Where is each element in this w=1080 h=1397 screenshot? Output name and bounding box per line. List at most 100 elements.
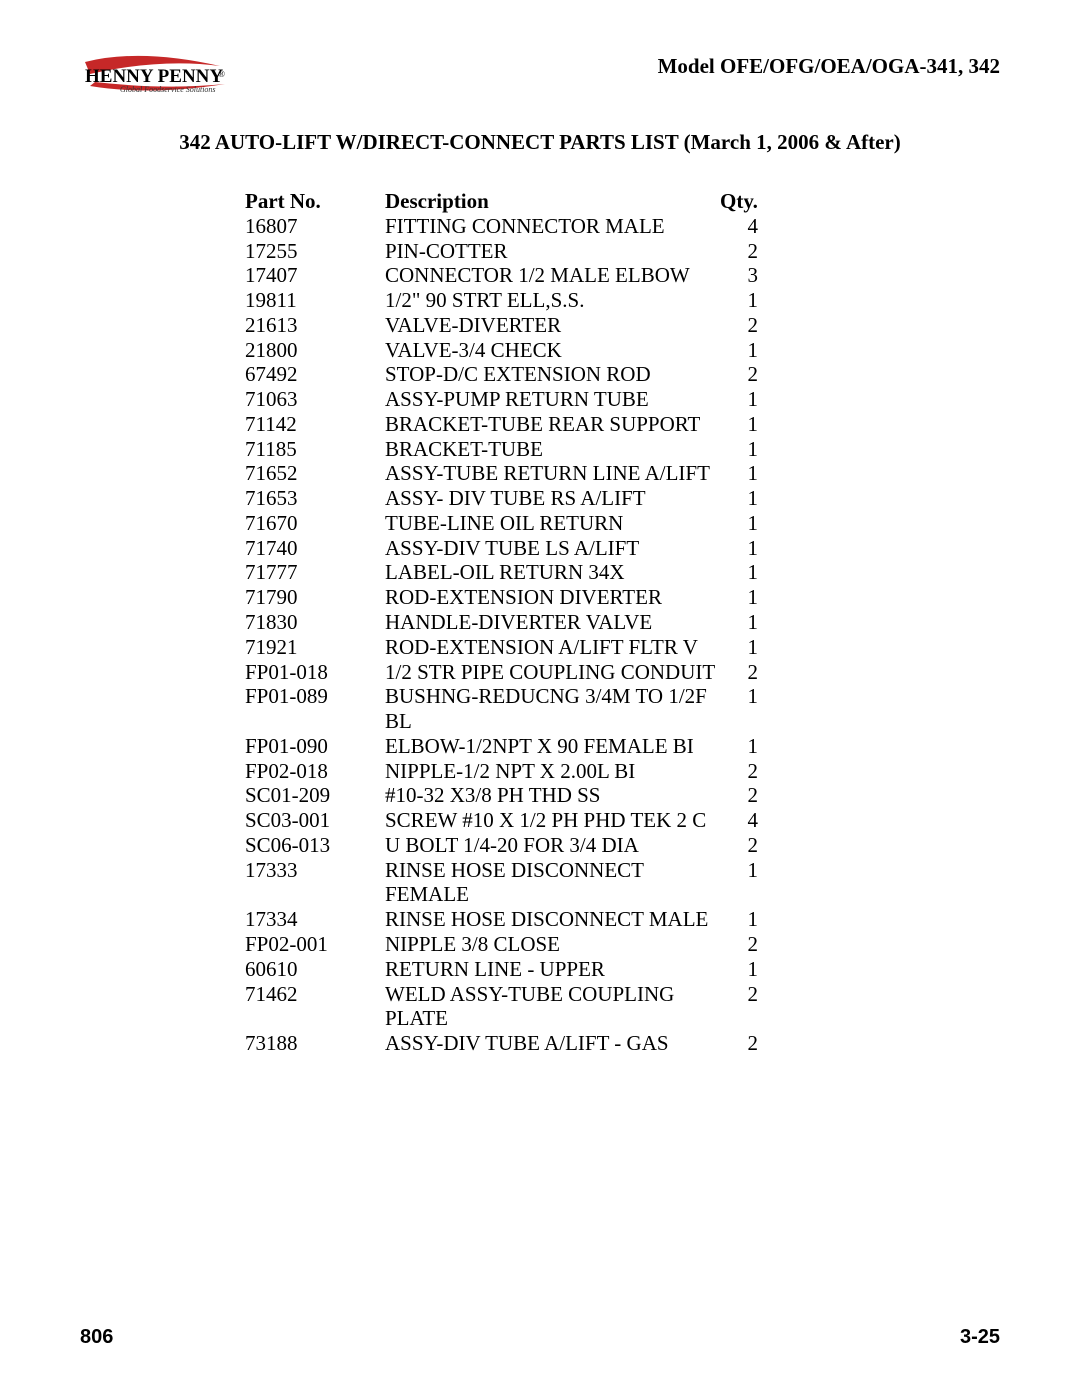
description: RETURN LINE - UPPER: [385, 957, 720, 982]
parts-table-wrap: Part No. Description Qty. 16807FITTING C…: [80, 189, 1000, 1056]
description: WELD ASSY-TUBE COUPLING PLATE: [385, 982, 720, 1032]
col-header-part: Part No.: [245, 189, 385, 214]
table-row: 71063ASSY-PUMP RETURN TUBE1: [245, 387, 760, 412]
part-no: 71063: [245, 387, 385, 412]
qty: 4: [720, 808, 760, 833]
table-row: 17333RINSE HOSE DISCONNECT FEMALE1: [245, 858, 760, 908]
qty: 1: [720, 734, 760, 759]
part-no: 71653: [245, 486, 385, 511]
footer-left: 806: [80, 1326, 113, 1349]
part-no: FP01-018: [245, 660, 385, 685]
parts-table: Part No. Description Qty. 16807FITTING C…: [245, 189, 760, 1056]
part-no: 71777: [245, 560, 385, 585]
table-row: 73188ASSY-DIV TUBE A/LIFT - GAS2: [245, 1031, 760, 1056]
qty: 4: [720, 214, 760, 239]
description: BUSHNG-REDUCNG 3/4M TO 1/2F BL: [385, 684, 720, 734]
part-no: 71142: [245, 412, 385, 437]
brand-logo: HENNY PENNY ® Global Foodservice Solutio…: [80, 52, 230, 96]
table-row: 16807FITTING CONNECTOR MALE4: [245, 214, 760, 239]
part-no: SC01-209: [245, 783, 385, 808]
qty: 3: [720, 263, 760, 288]
table-row: 71652ASSY-TUBE RETURN LINE A/LIFT1: [245, 461, 760, 486]
qty: 2: [720, 932, 760, 957]
part-no: 19811: [245, 288, 385, 313]
table-row: 21800VALVE-3/4 CHECK1: [245, 338, 760, 363]
description: BRACKET-TUBE: [385, 437, 720, 462]
description: NIPPLE 3/8 CLOSE: [385, 932, 720, 957]
part-no: 16807: [245, 214, 385, 239]
description: BRACKET-TUBE REAR SUPPORT: [385, 412, 720, 437]
description: VALVE-DIVERTER: [385, 313, 720, 338]
qty: 1: [720, 907, 760, 932]
part-no: 71830: [245, 610, 385, 635]
table-row: 71653ASSY- DIV TUBE RS A/LIFT1: [245, 486, 760, 511]
part-no: 71185: [245, 437, 385, 462]
col-header-qty: Qty.: [720, 189, 760, 214]
qty: 1: [720, 610, 760, 635]
part-no: SC06-013: [245, 833, 385, 858]
qty: 1: [720, 412, 760, 437]
table-row: FP01-0181/2 STR PIPE COUPLING CONDUIT2: [245, 660, 760, 685]
part-no: 71921: [245, 635, 385, 660]
model-label: Model OFE/OFG/OEA/OGA-341, 342: [658, 54, 1000, 79]
qty: 2: [720, 982, 760, 1032]
table-row: 60610RETURN LINE - UPPER1: [245, 957, 760, 982]
table-row: 17407CONNECTOR 1/2 MALE ELBOW3: [245, 263, 760, 288]
table-row: SC01-209#10-32 X3/8 PH THD SS2: [245, 783, 760, 808]
table-row: 71185BRACKET-TUBE1: [245, 437, 760, 462]
table-row: FP01-089BUSHNG-REDUCNG 3/4M TO 1/2F BL1: [245, 684, 760, 734]
part-no: 71740: [245, 536, 385, 561]
part-no: FP01-089: [245, 684, 385, 734]
part-no: 17334: [245, 907, 385, 932]
part-no: 71652: [245, 461, 385, 486]
table-row: SC06-013U BOLT 1/4-20 FOR 3/4 DIA2: [245, 833, 760, 858]
table-row: FP01-090ELBOW-1/2NPT X 90 FEMALE BI1: [245, 734, 760, 759]
part-no: 21613: [245, 313, 385, 338]
table-row: FP02-018NIPPLE-1/2 NPT X 2.00L BI2: [245, 759, 760, 784]
table-row: 71670TUBE-LINE OIL RETURN1: [245, 511, 760, 536]
description: ROD-EXTENSION DIVERTER: [385, 585, 720, 610]
qty: 1: [720, 437, 760, 462]
qty: 1: [720, 585, 760, 610]
table-row: FP02-001NIPPLE 3/8 CLOSE2: [245, 932, 760, 957]
qty: 2: [720, 833, 760, 858]
description: RINSE HOSE DISCONNECT MALE: [385, 907, 720, 932]
table-row: 17334RINSE HOSE DISCONNECT MALE1: [245, 907, 760, 932]
description: ASSY-PUMP RETURN TUBE: [385, 387, 720, 412]
description: ASSY-DIV TUBE A/LIFT - GAS: [385, 1031, 720, 1056]
qty: 1: [720, 536, 760, 561]
description: ELBOW-1/2NPT X 90 FEMALE BI: [385, 734, 720, 759]
part-no: 71670: [245, 511, 385, 536]
qty: 1: [720, 511, 760, 536]
description: VALVE-3/4 CHECK: [385, 338, 720, 363]
qty: 2: [720, 759, 760, 784]
part-no: 71462: [245, 982, 385, 1032]
table-row: 21613VALVE-DIVERTER2: [245, 313, 760, 338]
part-no: 60610: [245, 957, 385, 982]
part-no: SC03-001: [245, 808, 385, 833]
qty: 1: [720, 635, 760, 660]
part-no: FP01-090: [245, 734, 385, 759]
page-header: HENNY PENNY ® Global Foodservice Solutio…: [80, 50, 1000, 96]
svg-text:®: ®: [218, 69, 225, 79]
part-no: 21800: [245, 338, 385, 363]
qty: 1: [720, 338, 760, 363]
part-no: 17333: [245, 858, 385, 908]
col-header-desc: Description: [385, 189, 720, 214]
qty: 1: [720, 461, 760, 486]
table-row: 198111/2" 90 STRT ELL,S.S.1: [245, 288, 760, 313]
qty: 2: [720, 313, 760, 338]
qty: 1: [720, 560, 760, 585]
footer-right: 3-25: [960, 1326, 1000, 1349]
table-row: 71740ASSY-DIV TUBE LS A/LIFT1: [245, 536, 760, 561]
description: ASSY-TUBE RETURN LINE A/LIFT: [385, 461, 720, 486]
description: 1/2 STR PIPE COUPLING CONDUIT: [385, 660, 720, 685]
description: U BOLT 1/4-20 FOR 3/4 DIA: [385, 833, 720, 858]
description: FITTING CONNECTOR MALE: [385, 214, 720, 239]
description: SCREW #10 X 1/2 PH PHD TEK 2 C: [385, 808, 720, 833]
table-row: 71777LABEL-OIL RETURN 34X1: [245, 560, 760, 585]
svg-text:Global Foodservice Solutions: Global Foodservice Solutions: [120, 85, 216, 94]
qty: 2: [720, 783, 760, 808]
table-row: 71142BRACKET-TUBE REAR SUPPORT1: [245, 412, 760, 437]
table-row: 67492STOP-D/C EXTENSION ROD2: [245, 362, 760, 387]
